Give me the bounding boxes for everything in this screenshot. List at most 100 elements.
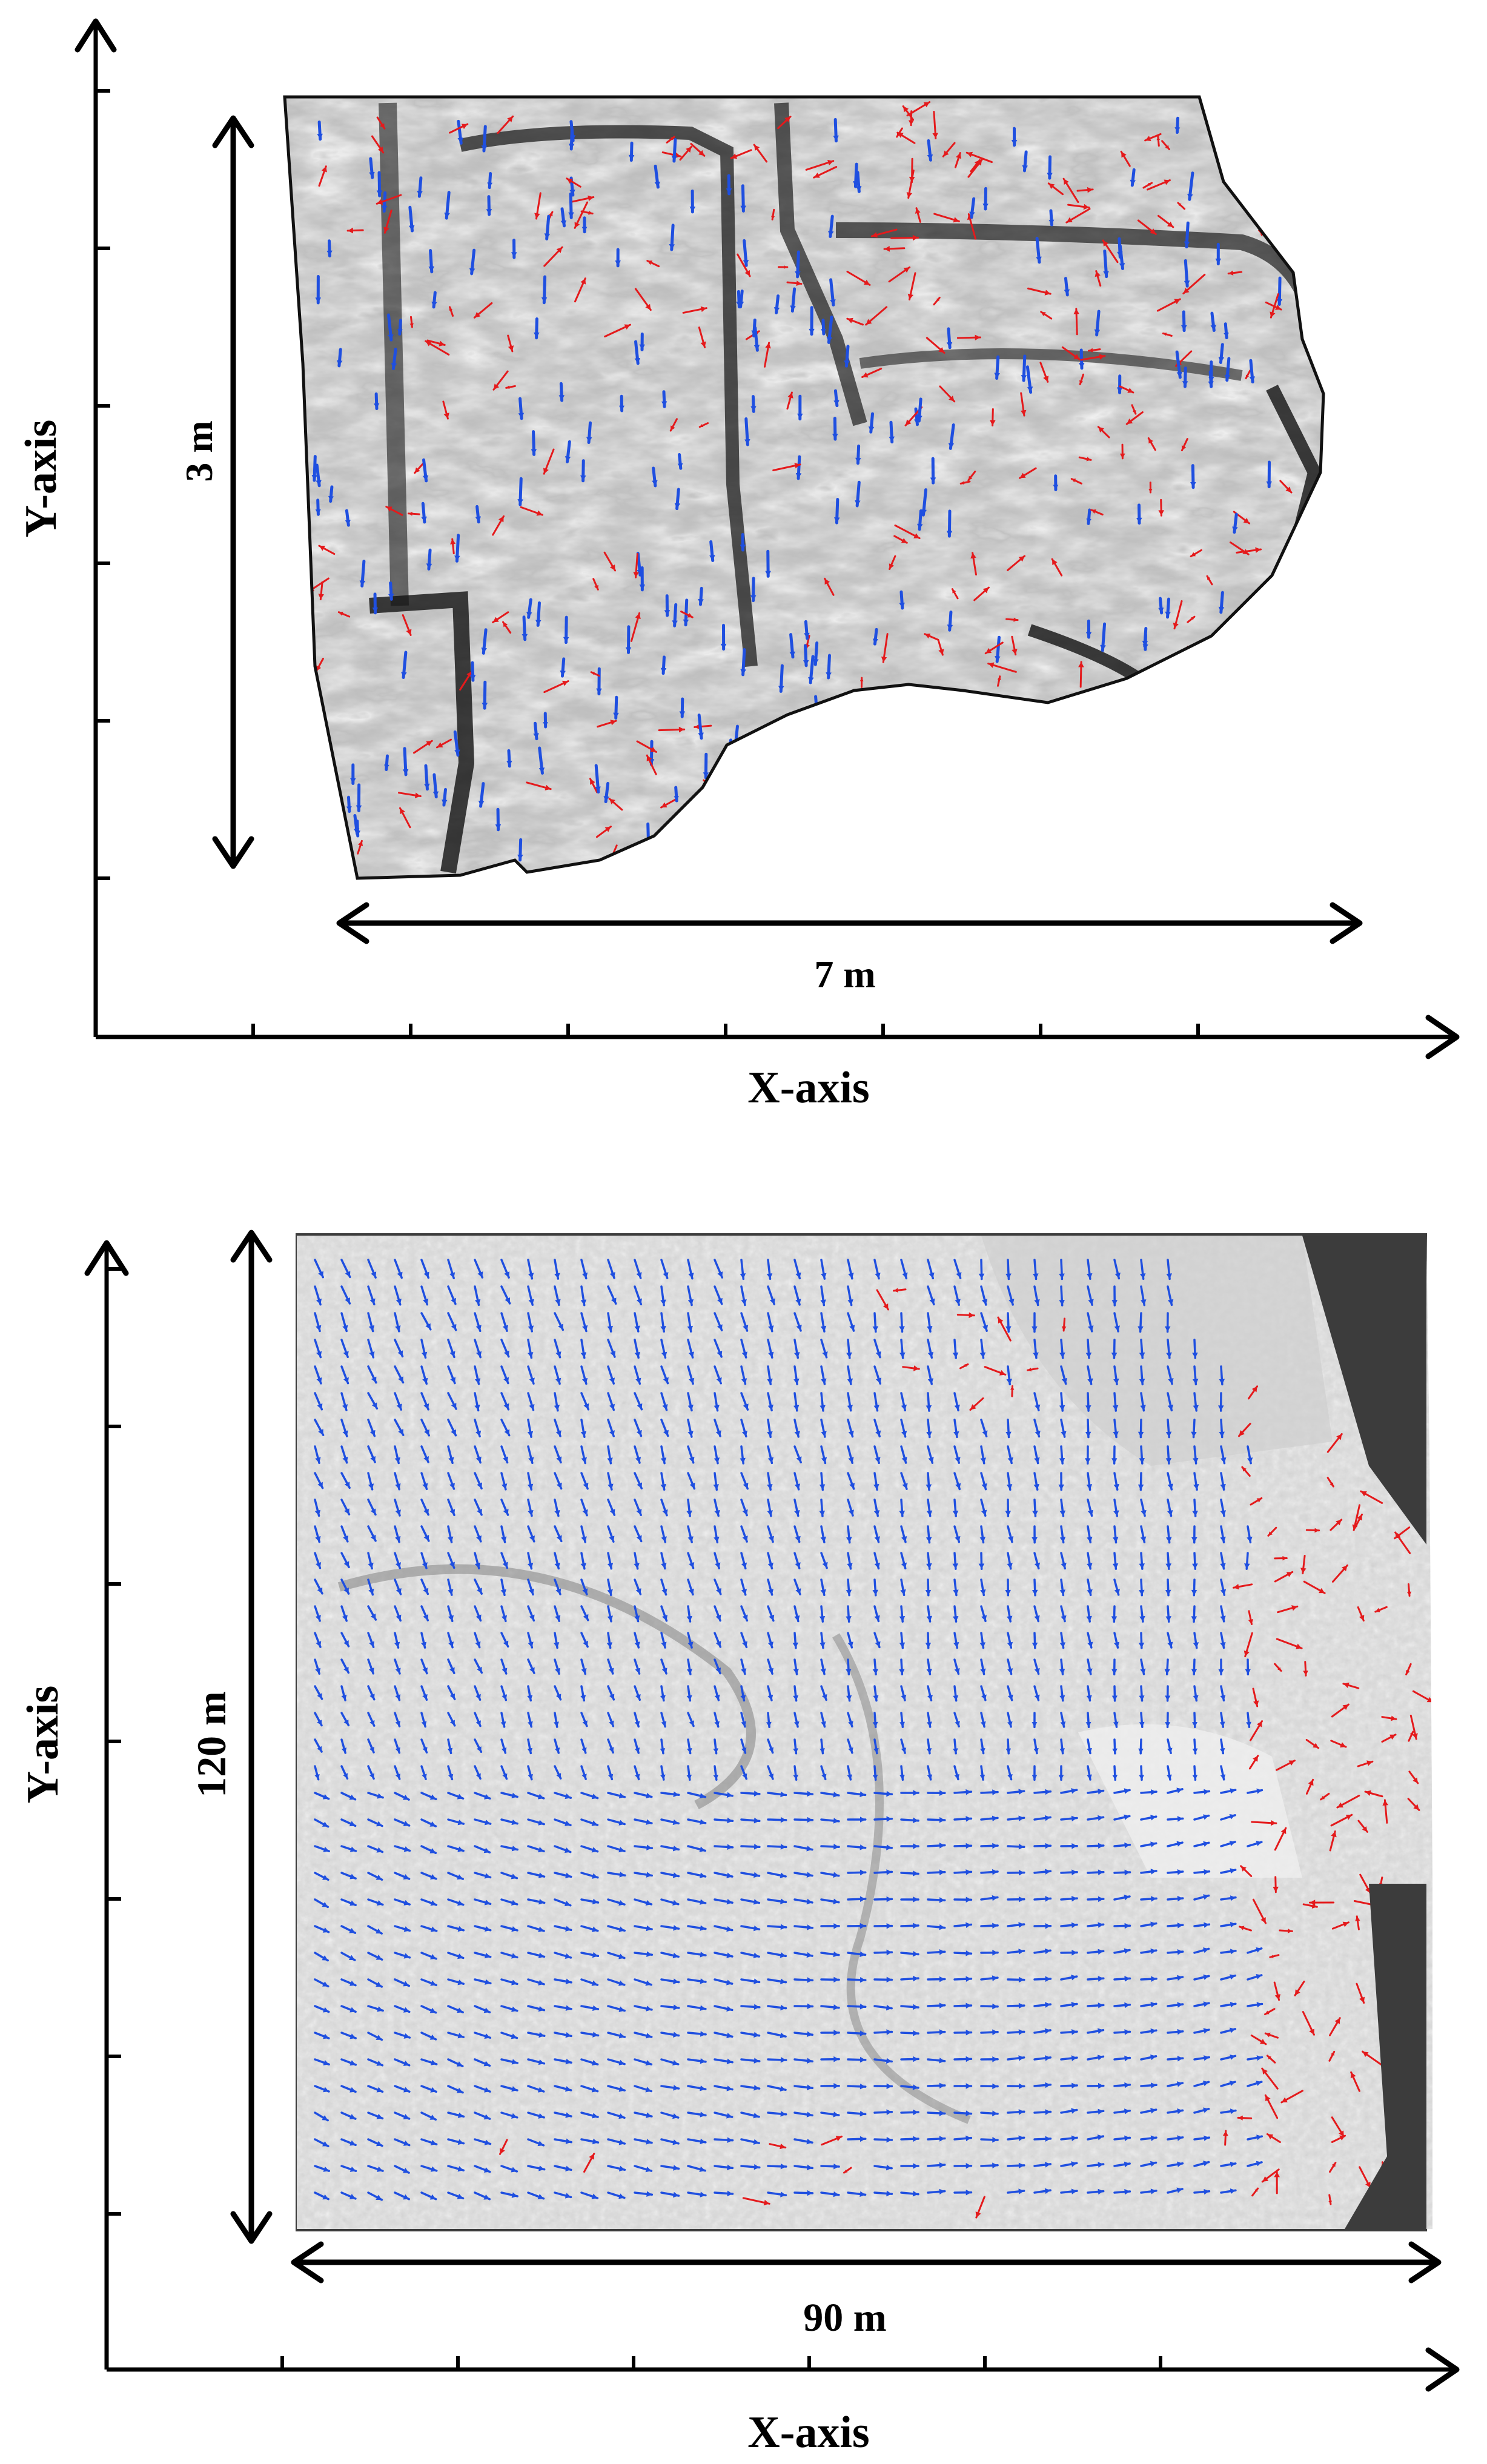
vector-head	[938, 347, 945, 353]
vector-head	[398, 1376, 403, 1383]
vector-head	[778, 686, 784, 692]
vector-head	[646, 1792, 652, 1799]
vector-head	[979, 1352, 986, 1358]
vector-head	[872, 1669, 878, 1675]
vector-head	[833, 2030, 840, 2036]
vector-head	[826, 672, 832, 678]
vector-head	[1406, 1591, 1412, 1596]
vector-head	[388, 334, 394, 340]
vector-head	[1059, 1273, 1065, 1279]
vector-head	[939, 1790, 945, 1796]
vector-head	[1291, 1605, 1297, 1611]
vector-head	[583, 1482, 589, 1489]
vector-head	[1064, 179, 1069, 185]
vector-head	[751, 330, 757, 336]
vector-head	[806, 1898, 813, 1905]
vector-head	[1207, 721, 1213, 727]
vector-head	[1018, 1896, 1024, 1903]
vector-head	[700, 2085, 706, 2091]
vector-head	[886, 1949, 892, 1956]
vector-head	[946, 531, 953, 537]
vector-head	[484, 2087, 490, 2093]
vector-head	[913, 1870, 919, 1876]
vector-head	[374, 403, 380, 409]
vector-head	[927, 1774, 933, 1780]
vector-head	[430, 1900, 437, 1906]
vector-head	[645, 303, 651, 310]
vector-head	[886, 2190, 892, 2197]
vector-head	[1311, 1903, 1317, 1909]
vector-head	[827, 159, 833, 166]
vector-head	[1286, 1572, 1293, 1577]
bottom-mask-bottom-right	[1345, 1884, 1426, 2229]
vector-head	[913, 2136, 919, 2142]
vector-head	[1071, 2029, 1078, 2035]
vector-head	[673, 1791, 679, 1798]
vector-head	[1044, 1948, 1051, 1955]
vector-head	[349, 1900, 356, 1906]
vector-head	[634, 1747, 640, 1754]
vector-arrow	[893, 753, 899, 773]
vector-head	[1087, 1589, 1093, 1595]
vector-arrow	[927, 787, 932, 807]
vector-head	[322, 1981, 328, 1987]
vector-head	[1220, 1615, 1226, 1621]
vector-arrow	[987, 825, 1003, 838]
vector-head	[1173, 622, 1179, 629]
vector-head	[1150, 1789, 1157, 1795]
vector-head	[769, 1614, 775, 1621]
vector-head	[939, 1869, 945, 1875]
vector-head	[741, 1351, 748, 1358]
vector-head	[794, 1352, 800, 1358]
vector-head	[429, 1848, 436, 1853]
vector-head	[1091, 509, 1096, 514]
vector-head	[358, 841, 363, 846]
vector-head	[664, 610, 671, 616]
vector-head	[484, 2139, 491, 2145]
vector-head	[429, 2007, 436, 2013]
vector-head	[663, 1377, 669, 1383]
vector-head	[474, 1378, 481, 1384]
vector-head	[1071, 1815, 1078, 1822]
vector-head	[646, 2112, 652, 2118]
vector-head	[872, 1589, 878, 1595]
vector-head	[765, 571, 771, 577]
vector-head	[965, 2135, 972, 2142]
vector-head	[875, 1377, 882, 1384]
vector-head	[376, 1928, 382, 1934]
vector-head	[1191, 1589, 1197, 1595]
vector-head	[980, 1747, 985, 1754]
vector-head	[1330, 1482, 1334, 1487]
vector-head	[506, 385, 510, 389]
vector-head	[1156, 136, 1161, 141]
vector-head	[1183, 288, 1190, 294]
vector-head	[461, 124, 468, 130]
vector-head	[992, 2162, 998, 2168]
vector-head	[314, 1509, 321, 1516]
vector-head	[965, 2083, 972, 2089]
vector-head	[1254, 2188, 1258, 2192]
vector-head	[872, 1721, 878, 1727]
vector-head	[793, 1774, 798, 1780]
vector-head	[430, 2166, 437, 2172]
vector-head	[795, 1588, 801, 1595]
vector-head	[903, 267, 910, 273]
vector-head	[938, 649, 944, 655]
vector-head	[992, 2110, 998, 2116]
vector-head	[1087, 1747, 1092, 1754]
vector-head	[1087, 1536, 1093, 1543]
vector-head	[506, 760, 512, 766]
vector-head	[609, 1377, 615, 1384]
vector-head	[431, 302, 437, 307]
vector-head	[1259, 2039, 1266, 2044]
vector-head	[1122, 778, 1128, 784]
vector-head	[1061, 1326, 1067, 1331]
vector-head	[1336, 1434, 1342, 1440]
vector-head	[349, 2007, 356, 2013]
vector-head	[580, 1563, 586, 1569]
vector-head	[1165, 1616, 1171, 1622]
vector-head	[833, 1844, 840, 1850]
vector-head	[795, 1535, 801, 1542]
vector-head	[744, 439, 750, 445]
vector-head	[1098, 1788, 1104, 1795]
